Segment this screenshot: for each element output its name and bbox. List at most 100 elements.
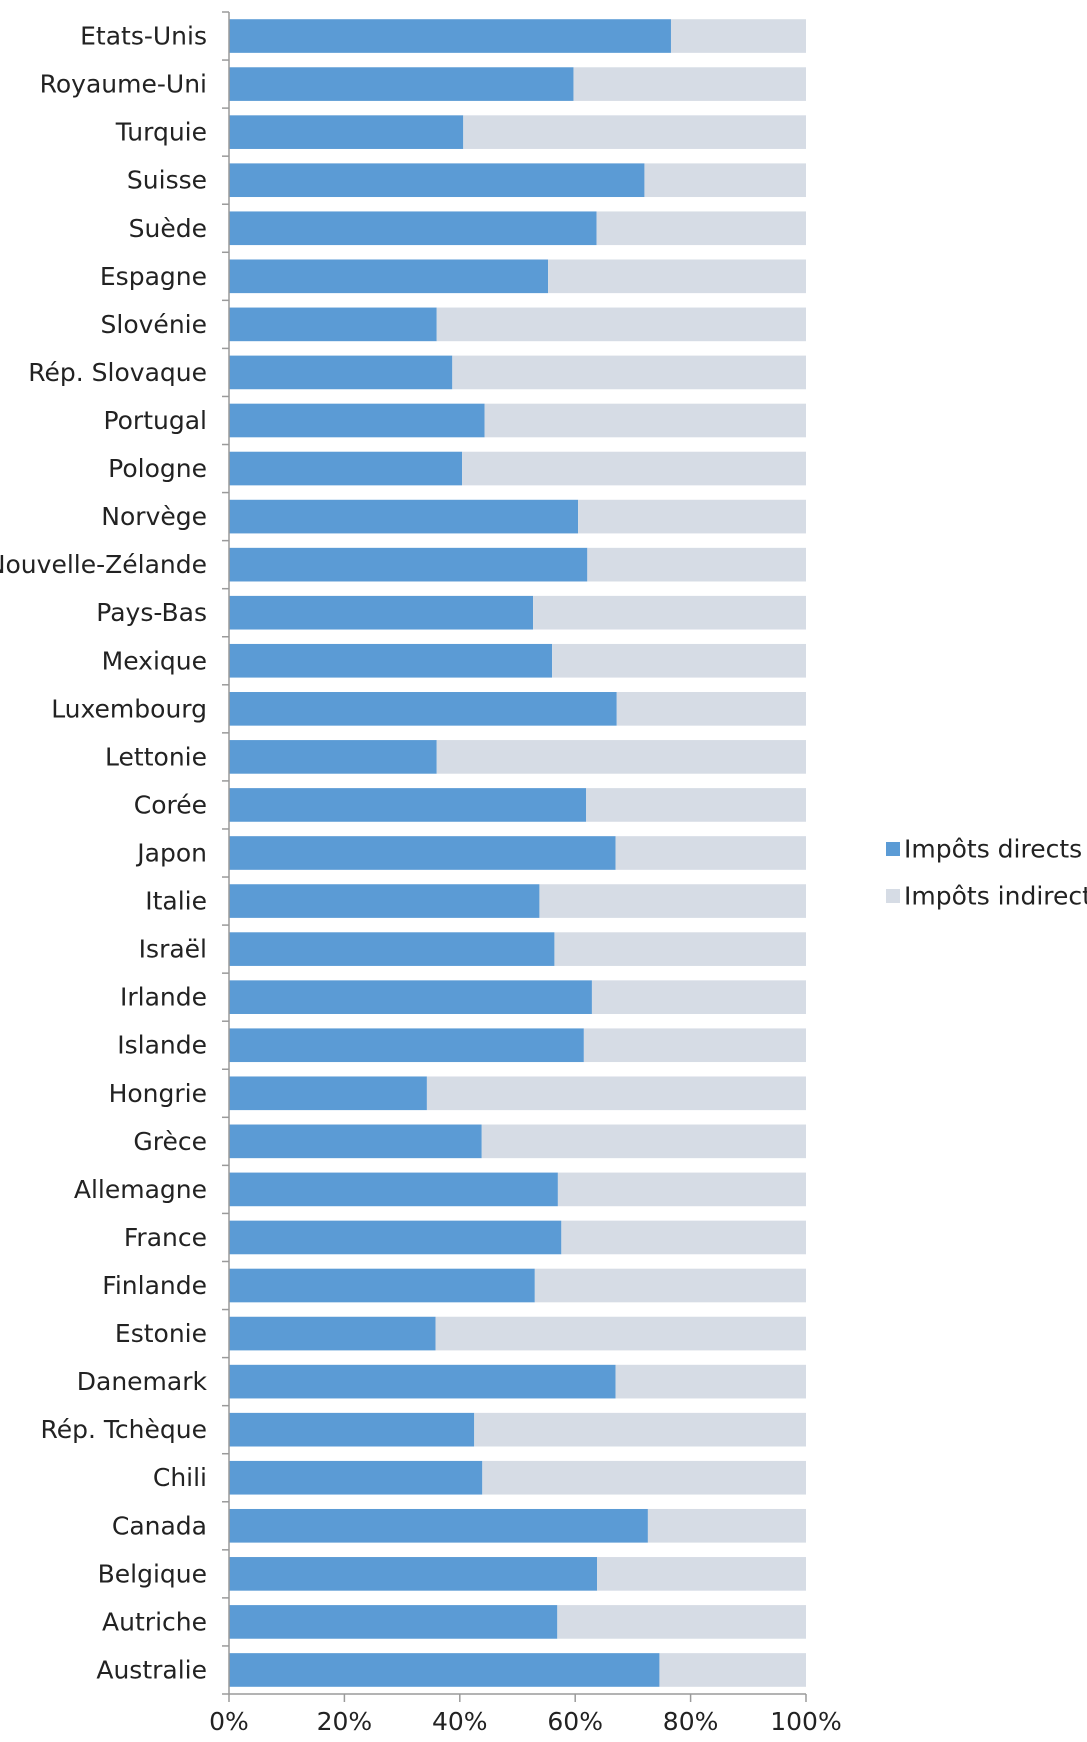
category-label: Suisse bbox=[127, 166, 207, 195]
bar-direct bbox=[229, 1316, 436, 1351]
x-tick-label: 80% bbox=[663, 1707, 719, 1736]
bar-direct bbox=[229, 499, 579, 534]
bar-direct bbox=[229, 595, 534, 630]
category-label: Allemagne bbox=[74, 1175, 207, 1204]
x-tick-label: 40% bbox=[432, 1707, 488, 1736]
bar-indirect bbox=[591, 980, 806, 1014]
bar-indirect bbox=[539, 884, 806, 918]
category-label: Mexique bbox=[102, 646, 207, 675]
axes: 0% 20% 40% 60% 80% 100% bbox=[209, 11, 842, 1736]
bar-direct bbox=[229, 836, 616, 870]
bar-indirect bbox=[659, 1653, 806, 1687]
bar-indirect bbox=[615, 1364, 806, 1399]
x-tick-label: 20% bbox=[317, 1707, 373, 1736]
bar-direct bbox=[229, 115, 464, 149]
bar-indirect bbox=[533, 595, 806, 630]
category-label: Grèce bbox=[133, 1127, 207, 1156]
category-label: Luxembourg bbox=[51, 694, 207, 723]
category-label: Corée bbox=[134, 790, 207, 819]
bar-direct bbox=[229, 788, 587, 822]
category-label: Espagne bbox=[100, 262, 207, 291]
bar-direct bbox=[229, 740, 437, 774]
bar-direct bbox=[229, 19, 671, 53]
bar-direct bbox=[229, 1557, 598, 1591]
bar-direct bbox=[229, 403, 485, 438]
bar-indirect bbox=[548, 259, 806, 294]
bar-indirect bbox=[597, 1557, 806, 1591]
bar-indirect bbox=[436, 740, 806, 774]
bar-indirect bbox=[583, 1028, 806, 1063]
category-label: Nouvelle-Zélande bbox=[0, 550, 207, 579]
category-label: Italie bbox=[145, 887, 207, 916]
category-label: Royaume-Uni bbox=[40, 70, 207, 99]
bar-indirect bbox=[552, 643, 806, 678]
bar-indirect bbox=[481, 1124, 806, 1159]
category-label: Etats-Unis bbox=[80, 22, 207, 51]
category-label: Pologne bbox=[108, 454, 207, 483]
category-label: Portugal bbox=[103, 406, 207, 435]
bar-indirect bbox=[578, 499, 806, 534]
bar-indirect bbox=[462, 451, 806, 486]
bar-indirect bbox=[615, 836, 806, 870]
bar-indirect bbox=[616, 692, 806, 726]
legend: Impôts directs Impôts indirects bbox=[886, 835, 1087, 911]
legend-label: Impôts directs bbox=[904, 835, 1082, 864]
bar-direct bbox=[229, 1364, 616, 1399]
bar-direct bbox=[229, 451, 463, 486]
bar-direct bbox=[229, 1076, 427, 1111]
bar-direct bbox=[229, 307, 437, 342]
category-label: France bbox=[124, 1223, 207, 1252]
bar-direct bbox=[229, 1460, 483, 1495]
category-label: Estonie bbox=[115, 1319, 207, 1348]
bar-indirect bbox=[554, 932, 806, 966]
category-label: Danemark bbox=[77, 1367, 208, 1396]
category-label: Israël bbox=[139, 935, 207, 964]
category-label: Japon bbox=[135, 839, 207, 868]
category-label: Finlande bbox=[102, 1271, 207, 1300]
bar-direct bbox=[229, 1412, 475, 1447]
bar-direct bbox=[229, 1268, 535, 1303]
x-tick-label: 60% bbox=[547, 1707, 603, 1736]
bar-direct bbox=[229, 1172, 558, 1207]
category-label: Slovénie bbox=[101, 310, 207, 339]
category-label: Chili bbox=[153, 1463, 207, 1492]
bar-direct bbox=[229, 643, 553, 678]
category-label: Rép. Tchèque bbox=[41, 1415, 207, 1444]
legend-swatch bbox=[886, 842, 900, 856]
bar-indirect bbox=[587, 547, 806, 582]
bar-direct bbox=[229, 1508, 648, 1543]
legend-label: Impôts indirects bbox=[904, 882, 1087, 911]
category-labels: Etats-Unis Royaume-Uni Turquie Suisse Suède E… bbox=[0, 22, 208, 1685]
bar-indirect bbox=[573, 67, 806, 101]
x-tick-label: 0% bbox=[209, 1707, 249, 1736]
bar-indirect bbox=[463, 115, 806, 149]
category-label: Belgique bbox=[98, 1559, 207, 1588]
bar-indirect bbox=[557, 1605, 806, 1639]
bar-indirect bbox=[534, 1268, 806, 1303]
bar-direct bbox=[229, 67, 574, 101]
bar-indirect bbox=[435, 1316, 806, 1351]
bar-indirect bbox=[596, 211, 806, 246]
bar-direct bbox=[229, 547, 588, 582]
bar-direct bbox=[229, 355, 453, 390]
x-tick-label: 100% bbox=[770, 1707, 841, 1736]
bar-direct bbox=[229, 1124, 482, 1159]
bar-indirect bbox=[586, 788, 806, 822]
bar-direct bbox=[229, 692, 617, 726]
legend-swatch bbox=[886, 889, 900, 903]
bar-direct bbox=[229, 1605, 558, 1639]
bar-direct bbox=[229, 1653, 660, 1687]
bar-indirect bbox=[670, 19, 806, 53]
category-label: Canada bbox=[112, 1511, 207, 1540]
category-label: Pays-Bas bbox=[96, 598, 207, 627]
bar-indirect bbox=[644, 163, 806, 198]
bar-direct bbox=[229, 932, 555, 966]
category-label: Hongrie bbox=[109, 1079, 207, 1108]
bar-direct bbox=[229, 884, 540, 918]
category-label: Turquie bbox=[115, 118, 207, 147]
category-label: Lettonie bbox=[105, 742, 207, 771]
category-label: Islande bbox=[117, 1031, 207, 1060]
category-label: Autriche bbox=[102, 1607, 207, 1636]
